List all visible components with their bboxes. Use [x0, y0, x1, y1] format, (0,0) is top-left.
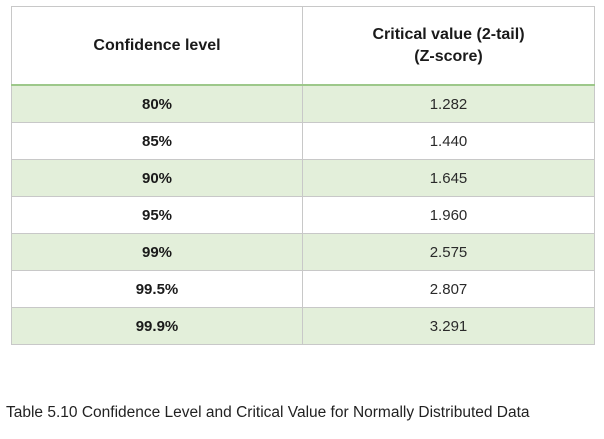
table-row: 99.9% 3.291	[11, 307, 595, 345]
critical-value-cell: 1.282	[302, 84, 595, 123]
table-row: 99.5% 2.807	[11, 270, 595, 308]
table-header: Confidence level Critical value (2-tail)…	[11, 6, 595, 86]
critical-value-table: Confidence level Critical value (2-tail)…	[11, 6, 595, 345]
header-critical-value-line2: (Z-score)	[414, 47, 483, 65]
critical-value-cell: 3.291	[302, 307, 595, 345]
header-confidence-level-label: Confidence level	[93, 36, 221, 54]
critical-value-cell: 2.575	[302, 233, 595, 271]
critical-value-table-container: Confidence level Critical value (2-tail)…	[11, 6, 595, 345]
confidence-level-cell: 99%	[11, 233, 303, 271]
confidence-level-cell: 90%	[11, 159, 303, 197]
confidence-level-cell: 85%	[11, 122, 303, 160]
confidence-level-cell: 99.9%	[11, 307, 303, 345]
table-row: 80% 1.282	[11, 84, 595, 123]
header-critical-value: Critical value (2-tail) (Z-score)	[302, 6, 595, 86]
table-row: 90% 1.645	[11, 159, 595, 197]
table-row: 95% 1.960	[11, 196, 595, 234]
critical-value-cell: 1.960	[302, 196, 595, 234]
critical-value-cell: 1.645	[302, 159, 595, 197]
table-row: 85% 1.440	[11, 122, 595, 160]
confidence-level-cell: 80%	[11, 84, 303, 123]
table-caption: Table 5.10 Confidence Level and Critical…	[6, 404, 530, 421]
table-body: 80% 1.282 85% 1.440 90% 1.645 95% 1.960 …	[11, 84, 595, 345]
confidence-level-cell: 95%	[11, 196, 303, 234]
critical-value-cell: 2.807	[302, 270, 595, 308]
header-row: Confidence level Critical value (2-tail)…	[11, 6, 595, 86]
critical-value-cell: 1.440	[302, 122, 595, 160]
header-critical-value-line1: Critical value (2-tail)	[372, 25, 525, 43]
header-confidence-level: Confidence level	[11, 6, 303, 86]
confidence-level-cell: 99.5%	[11, 270, 303, 308]
table-row: 99% 2.575	[11, 233, 595, 271]
